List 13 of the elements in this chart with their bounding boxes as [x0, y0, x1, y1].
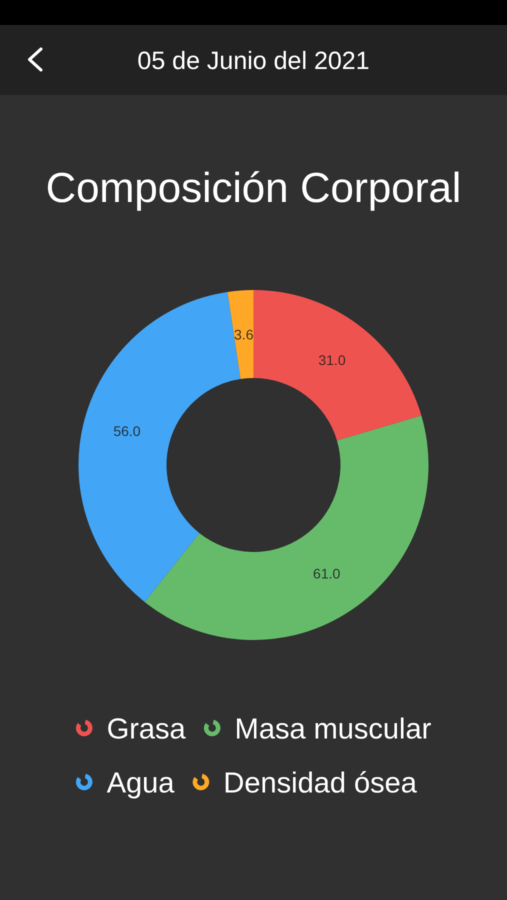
donut-slice [227, 290, 254, 379]
chart-subtitle: 05 de Junio del 2021 [137, 47, 370, 75]
legend-label: Densidad ósea [223, 767, 418, 800]
legend-label: Agua [106, 767, 176, 800]
data-label: 3.6 [234, 326, 254, 342]
data-label: 61.0 [313, 566, 341, 582]
data-label: 56.0 [113, 423, 141, 440]
data-label: 31.0 [318, 352, 346, 368]
legend-label: Grasa [106, 713, 187, 746]
donut-slice [144, 416, 428, 640]
donut-slice [254, 290, 422, 440]
legend-label: Masa muscular [234, 713, 432, 746]
chart-title: Composición Corporal [46, 164, 462, 212]
